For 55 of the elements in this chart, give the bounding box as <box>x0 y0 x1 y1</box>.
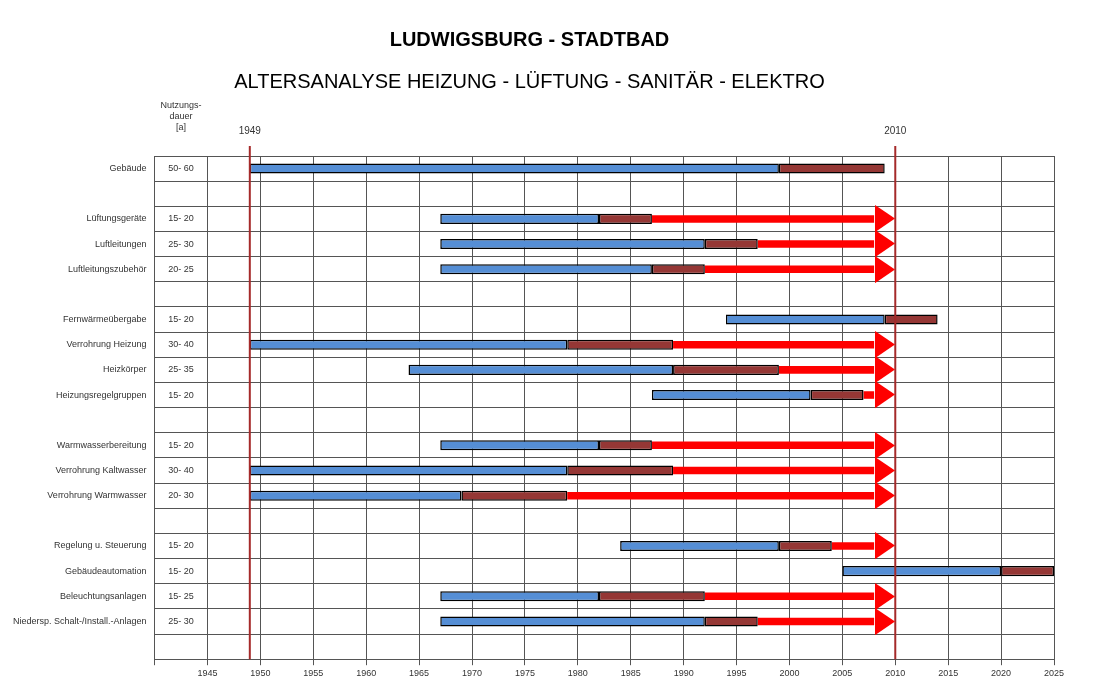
annotation: 25- 35 <box>168 364 194 375</box>
x-tick-label: 1950 <box>250 668 271 679</box>
y-tick-label: Verrohrung Heizung <box>66 339 147 350</box>
x-tick-label: 1955 <box>303 668 324 679</box>
y-tick-label: Heizkörper <box>103 364 147 375</box>
x-tick-label: 2010 <box>885 668 906 679</box>
annotation: 15- 20 <box>168 540 194 551</box>
annotation: 25- 30 <box>168 615 194 626</box>
y-tick-label: Fernwärmeübergabe <box>63 314 147 325</box>
y-tick-label: Warmwasserbereitung <box>56 439 147 450</box>
y-tick-label: Verrohrung Warmwasser <box>47 490 147 501</box>
y-tick-label: Gebäudeautomation <box>65 565 147 576</box>
bar <box>831 542 875 550</box>
bar <box>863 391 875 399</box>
y-tick-label: Luftleitungen <box>95 238 147 249</box>
text: Nutzungs- dauer [a] <box>160 100 202 133</box>
annotation: 20- 25 <box>168 263 194 274</box>
annotation: 15- 20 <box>168 389 194 400</box>
x-tick-label: 2000 <box>779 668 800 679</box>
chart-title: LUDWIGSBURG - STADTBAD <box>389 27 670 50</box>
annotation: 15- 20 <box>168 314 194 325</box>
x-tick-label: 1945 <box>197 668 218 679</box>
y-tick-label: Lüftungsgeräte <box>86 213 147 224</box>
x-tick-label: 1975 <box>514 668 535 679</box>
y-tick-label: Niedersp. Schalt-/Install.-Anlagen <box>12 615 147 626</box>
y-tick-label: Gebäude <box>109 163 147 174</box>
y-tick-label: Verrohrung Kaltwasser <box>55 464 147 475</box>
x-tick-label: 1970 <box>462 668 483 679</box>
x-tick-label: 1965 <box>409 668 430 679</box>
x-tick-label: 2020 <box>991 668 1012 679</box>
chart-subtitle: ALTERSANALYSE HEIZUNG - LÜFTUNG - SANITÄR - ELEKTRO <box>234 69 825 92</box>
y-tick-label: Regelung u. Steuerung <box>53 540 147 551</box>
annotation: 15- 20 <box>168 213 194 224</box>
annotation: 15- 20 <box>168 439 194 450</box>
y-tick-label: Heizungsregelgruppen <box>56 389 147 400</box>
annotation: 30- 40 <box>168 464 194 475</box>
annotation: 15- 25 <box>168 590 194 601</box>
annotation: 25- 30 <box>168 238 194 249</box>
annotation: 30- 40 <box>168 339 194 350</box>
ref-line-label: 1949 <box>238 125 262 136</box>
x-tick-label: 1980 <box>567 668 588 679</box>
x-tick-label: 2005 <box>832 668 853 679</box>
y-tick-label: Beleuchtungsanlagen <box>59 590 147 601</box>
x-tick-label: 1960 <box>356 668 377 679</box>
ref-line-label: 2010 <box>884 125 907 136</box>
x-tick-label: 2015 <box>938 668 959 679</box>
x-tick-label: 1985 <box>620 668 641 679</box>
y-tick-label: Luftleitungszubehör <box>68 263 147 274</box>
x-tick-label: 1995 <box>726 668 747 679</box>
x-tick-label: 2025 <box>1043 668 1065 679</box>
annotation: 20- 30 <box>168 490 194 501</box>
annotation: 15- 20 <box>168 565 194 576</box>
bar <box>704 265 875 273</box>
annotation: 50- 60 <box>168 163 194 174</box>
x-tick-label: 1990 <box>673 668 694 679</box>
